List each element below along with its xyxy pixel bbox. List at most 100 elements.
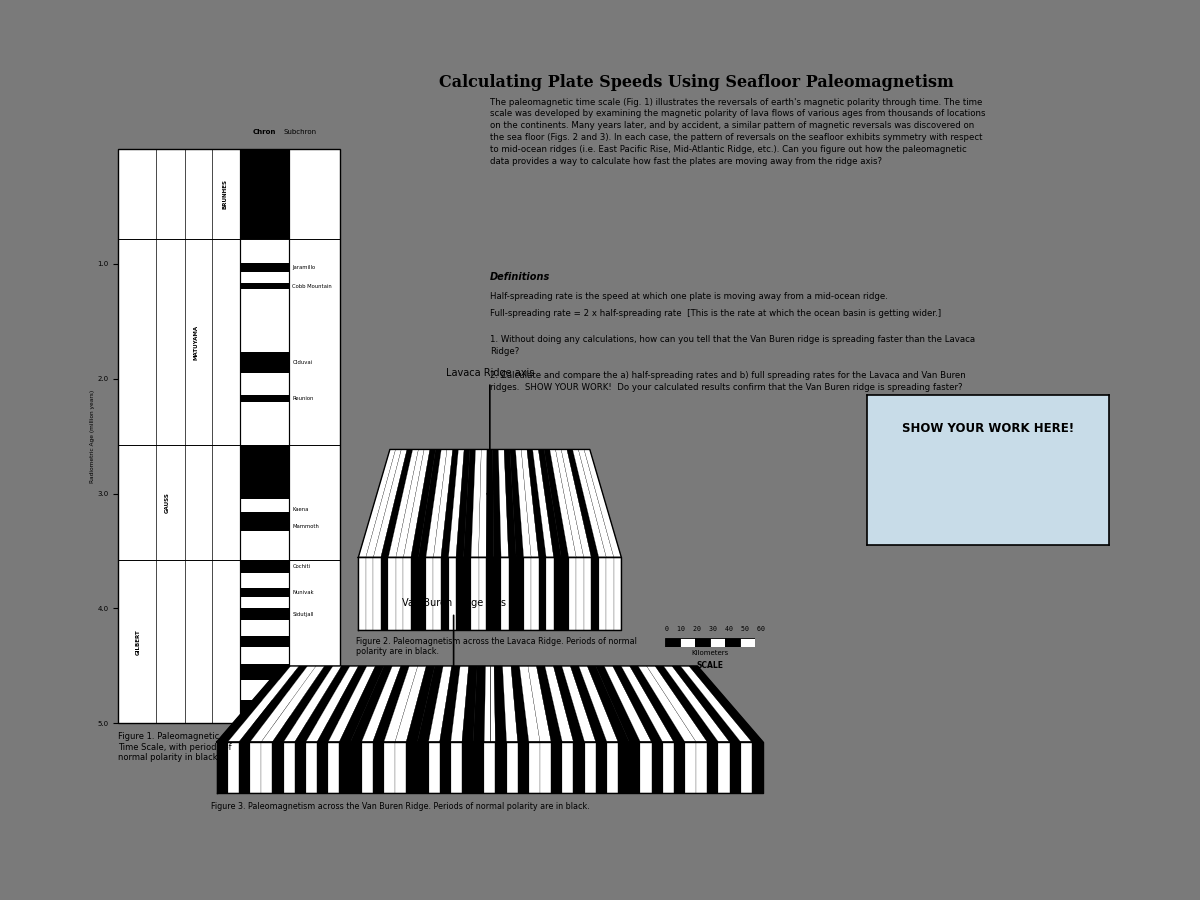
Polygon shape xyxy=(578,449,614,557)
Polygon shape xyxy=(419,449,442,557)
Polygon shape xyxy=(674,742,685,793)
Polygon shape xyxy=(553,666,584,742)
Polygon shape xyxy=(463,557,472,630)
Bar xyxy=(240,560,289,572)
Polygon shape xyxy=(340,666,384,742)
Polygon shape xyxy=(613,666,662,742)
Polygon shape xyxy=(510,449,523,557)
Polygon shape xyxy=(433,449,452,557)
Polygon shape xyxy=(473,666,486,742)
Bar xyxy=(240,149,289,238)
Polygon shape xyxy=(328,666,376,742)
Polygon shape xyxy=(350,666,392,742)
Text: Half-spreading rate is the speed at which one plate is moving away from a mid-oc: Half-spreading rate is the speed at whic… xyxy=(490,292,888,301)
Polygon shape xyxy=(606,557,614,630)
Polygon shape xyxy=(366,449,401,557)
Text: 1. Without doing any calculations, how can you tell that the Van Buren ridge is : 1. Without doing any calculations, how c… xyxy=(490,335,974,356)
Polygon shape xyxy=(509,557,516,630)
Text: Olduvai: Olduvai xyxy=(293,360,313,365)
Polygon shape xyxy=(587,666,629,742)
Polygon shape xyxy=(462,742,473,793)
Polygon shape xyxy=(428,742,439,793)
Text: Full-spreading rate = 2 x half-spreading rate  [This is the rate at which the oc: Full-spreading rate = 2 x half-spreading… xyxy=(490,309,941,318)
Polygon shape xyxy=(516,449,532,557)
Polygon shape xyxy=(272,666,334,742)
Polygon shape xyxy=(451,742,462,793)
Polygon shape xyxy=(373,449,407,557)
Polygon shape xyxy=(689,666,763,742)
Bar xyxy=(680,638,695,647)
Polygon shape xyxy=(410,449,436,557)
Polygon shape xyxy=(317,666,367,742)
Polygon shape xyxy=(472,449,481,557)
Text: Sidutjall: Sidutjall xyxy=(293,612,314,616)
Polygon shape xyxy=(418,666,443,742)
Polygon shape xyxy=(373,557,380,630)
Polygon shape xyxy=(536,666,563,742)
Polygon shape xyxy=(239,666,307,742)
Polygon shape xyxy=(493,449,502,557)
Bar xyxy=(240,149,289,724)
Text: Figure 2. Paleomagnetism across the Lavaca Ridge. Periods of normal
polarity are: Figure 2. Paleomagnetism across the Lava… xyxy=(355,636,636,656)
Polygon shape xyxy=(498,449,509,557)
Bar xyxy=(240,512,289,532)
Polygon shape xyxy=(366,557,373,630)
Bar xyxy=(240,263,289,272)
Polygon shape xyxy=(479,557,486,630)
Polygon shape xyxy=(516,557,523,630)
Polygon shape xyxy=(217,742,228,793)
Text: Reunion: Reunion xyxy=(293,396,314,400)
Bar xyxy=(740,638,755,647)
Polygon shape xyxy=(328,742,340,793)
Polygon shape xyxy=(433,557,440,630)
Polygon shape xyxy=(539,557,546,630)
Polygon shape xyxy=(306,742,317,793)
Text: Calculating Plate Speeds Using Seafloor Paleomagnetism: Calculating Plate Speeds Using Seafloor … xyxy=(439,74,954,91)
Polygon shape xyxy=(486,557,493,630)
Polygon shape xyxy=(407,742,418,793)
Bar xyxy=(240,608,289,620)
Polygon shape xyxy=(696,742,707,793)
Text: Chron: Chron xyxy=(253,130,276,135)
Polygon shape xyxy=(532,557,539,630)
Polygon shape xyxy=(569,557,576,630)
Polygon shape xyxy=(418,742,428,793)
Polygon shape xyxy=(359,557,366,630)
Polygon shape xyxy=(403,557,410,630)
Polygon shape xyxy=(426,557,433,630)
Polygon shape xyxy=(317,742,328,793)
Bar xyxy=(240,663,289,680)
Text: MATUYAMA: MATUYAMA xyxy=(193,324,198,359)
Polygon shape xyxy=(403,449,430,557)
Polygon shape xyxy=(545,666,574,742)
Text: Figure 3. Paleomagnetism across the Van Buren Ridge. Periods of normal polarity : Figure 3. Paleomagnetism across the Van … xyxy=(211,802,590,811)
Text: Lavaca Ridge axis: Lavaca Ridge axis xyxy=(445,368,534,378)
Polygon shape xyxy=(511,666,529,742)
Polygon shape xyxy=(521,449,539,557)
Polygon shape xyxy=(479,449,487,557)
Polygon shape xyxy=(605,666,652,742)
Polygon shape xyxy=(451,666,469,742)
Bar xyxy=(695,638,710,647)
Polygon shape xyxy=(306,666,359,742)
Text: Cobb Mountain: Cobb Mountain xyxy=(293,284,332,289)
Polygon shape xyxy=(440,449,458,557)
Polygon shape xyxy=(361,666,401,742)
Polygon shape xyxy=(485,742,496,793)
Polygon shape xyxy=(449,449,464,557)
Polygon shape xyxy=(228,666,299,742)
Polygon shape xyxy=(439,742,451,793)
Text: BRUNHES: BRUNHES xyxy=(222,179,227,209)
Text: Thvera: Thvera xyxy=(293,669,311,674)
Polygon shape xyxy=(553,557,562,630)
Polygon shape xyxy=(595,666,641,742)
Text: The paleomagnetic time scale (Fig. 1) illustrates the reversals of earth's magne: The paleomagnetic time scale (Fig. 1) il… xyxy=(490,97,985,166)
Polygon shape xyxy=(283,742,295,793)
Text: Kilometers: Kilometers xyxy=(691,650,728,656)
Polygon shape xyxy=(539,449,562,557)
Text: Nunivak: Nunivak xyxy=(293,590,314,595)
Polygon shape xyxy=(618,742,629,793)
Polygon shape xyxy=(563,742,574,793)
Polygon shape xyxy=(389,449,419,557)
Polygon shape xyxy=(295,666,350,742)
